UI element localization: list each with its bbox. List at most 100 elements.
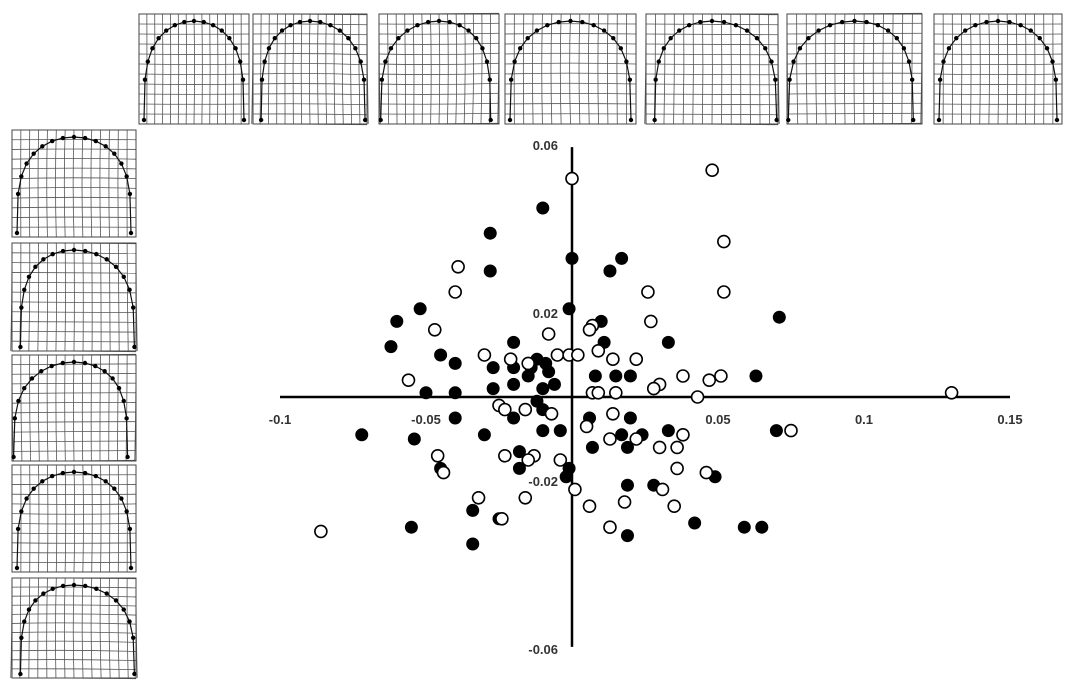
filled-point — [536, 382, 550, 396]
filled-point — [390, 314, 404, 328]
filled-point — [448, 386, 462, 400]
landmark-point — [534, 28, 540, 33]
grid-line — [933, 73, 1063, 76]
grid-line — [73, 464, 76, 573]
landmark-point — [104, 591, 109, 596]
grid-line — [292, 13, 295, 125]
filled-point — [615, 428, 629, 442]
grid-line — [11, 440, 137, 443]
grid-line — [11, 382, 137, 385]
grid-line — [1006, 13, 1009, 125]
landmark-point — [787, 77, 792, 82]
grid-line — [395, 13, 398, 125]
filled-point — [623, 411, 637, 425]
landmark-point — [19, 305, 24, 310]
filled-point — [404, 520, 418, 534]
grid-line — [252, 113, 368, 116]
landmark-point — [18, 344, 23, 350]
landmark-point — [104, 257, 109, 262]
grid-line — [421, 13, 424, 125]
grid-line — [46, 242, 49, 352]
filled-point — [772, 310, 786, 324]
grid-line — [11, 252, 137, 254]
landmark-point — [113, 264, 119, 270]
grid-line — [504, 72, 637, 75]
grid-line — [910, 13, 913, 125]
open-point — [629, 432, 644, 446]
filled-point — [769, 424, 783, 438]
grid-line — [863, 13, 865, 125]
landmark-point — [661, 46, 667, 51]
y-tick-label: -0.02 — [528, 474, 558, 489]
landmark-point — [39, 368, 44, 374]
grid-line — [11, 622, 137, 625]
filled-point — [755, 520, 769, 534]
grid-line — [64, 464, 67, 573]
landmark-point — [941, 59, 946, 64]
grid-line — [645, 63, 779, 66]
landmark-point — [24, 496, 29, 501]
landmark-point — [83, 583, 88, 589]
grid-line — [446, 13, 449, 125]
filled-point — [623, 369, 637, 383]
open-point — [608, 385, 623, 400]
shape-panel-left-4 — [11, 464, 137, 573]
landmark-point — [1044, 46, 1050, 51]
grid-line — [11, 281, 137, 284]
open-point — [784, 423, 798, 438]
landmark-point — [110, 376, 115, 381]
grid-line — [438, 13, 441, 125]
landmark-point — [963, 28, 968, 33]
landmark-point — [24, 161, 29, 166]
landmark-point — [119, 496, 124, 501]
landmark-point — [487, 77, 492, 82]
grid-line — [786, 112, 923, 115]
landmark-point — [40, 479, 45, 484]
grid-line — [63, 129, 66, 238]
grid-line — [786, 92, 923, 95]
grid-line — [252, 83, 368, 86]
open-point — [571, 348, 585, 362]
grid-line — [378, 92, 500, 95]
landmark-point — [127, 191, 133, 197]
open-point — [676, 369, 690, 383]
open-point — [495, 511, 509, 526]
landmark-point — [396, 35, 401, 41]
grid-line — [11, 167, 137, 170]
landmark-point — [102, 368, 107, 374]
landmark-point — [60, 583, 66, 589]
panel-frame — [933, 13, 1063, 125]
landmark-point — [50, 586, 55, 591]
shape-outline — [19, 249, 135, 348]
filled-point — [413, 302, 427, 316]
grid-line — [645, 93, 779, 96]
open-point — [430, 448, 445, 463]
landmark-point — [50, 251, 55, 257]
grid-line — [901, 13, 904, 125]
open-point — [644, 314, 658, 329]
grid-line — [11, 392, 137, 394]
grid-line — [11, 187, 137, 189]
landmark-point — [328, 23, 333, 28]
open-point — [652, 440, 667, 455]
landmark-point — [744, 28, 750, 33]
grid-line — [933, 53, 1063, 55]
landmark-point — [580, 19, 585, 25]
grid-line — [488, 13, 491, 125]
shape-panel-top-6 — [786, 12, 923, 125]
grid-line — [645, 103, 779, 106]
grid-line — [252, 53, 368, 56]
landmark-point — [601, 28, 607, 33]
landmark-point — [763, 46, 768, 51]
landmark-point — [94, 586, 99, 591]
landmark-point — [182, 19, 187, 25]
grid-line — [786, 42, 923, 45]
landmark-point — [909, 77, 915, 82]
panel-frame — [378, 13, 500, 125]
landmark-point — [19, 509, 24, 514]
landmark-point — [121, 274, 126, 279]
grid-line — [55, 464, 58, 573]
landmark-point — [94, 251, 99, 257]
grid-line — [252, 43, 368, 46]
landmark-point — [677, 28, 682, 33]
